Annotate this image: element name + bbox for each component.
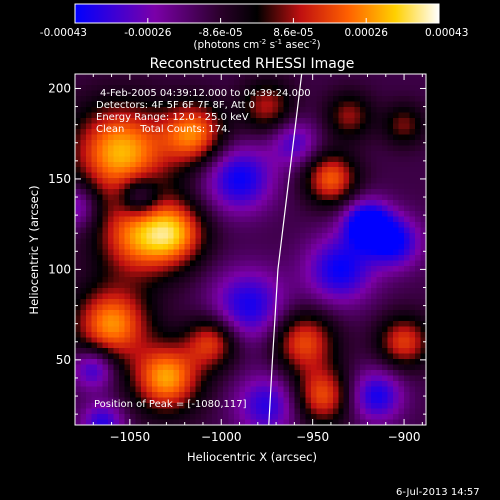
observation-info: 4-Feb-2005 04:39:12.000 to 04:39:24.000 …: [96, 88, 311, 135]
x-axis-label: Heliocentric X (arcsec): [187, 450, 317, 464]
y-tick-label: 150: [48, 172, 71, 186]
colorbar-tick-label: -0.00026: [124, 27, 172, 39]
x-tick-label: −1050: [110, 430, 151, 444]
y-axis-ticks: 50 100 150 200: [48, 81, 426, 415]
heatmap-raster: [75, 74, 426, 425]
colorbar-tick-label: -0.00043: [40, 27, 87, 39]
footer-date: 6-Jul-2013 14:57: [396, 487, 480, 498]
heatmap-image: [75, 74, 426, 425]
colorbar-unit: (photons cm-2 s-1 asec-2): [193, 38, 320, 51]
colorbar: -0.00043 -0.00026 -8.6e-05 8.6e-05 0.00026 0.…: [40, 3, 468, 51]
colorbar-tick-label: -8.6e-05: [199, 27, 243, 39]
colorbar-gradient: [74, 3, 440, 24]
info-energy-range: Energy Range: 12.0 - 25.0 keV: [96, 112, 249, 123]
colorbar-tick-label: 8.6e-05: [273, 27, 313, 39]
chart-title: Reconstructed RHESSI Image: [150, 56, 355, 72]
x-tick-label: −950: [296, 430, 329, 444]
info-time-range: 4-Feb-2005 04:39:12.000 to 04:39:24.000: [100, 88, 311, 99]
info-detectors: Detectors: 4F 5F 6F 7F 8F, Att 0: [96, 100, 255, 111]
colorbar-tick-label: 0.00043: [425, 27, 468, 39]
peak-position-label: Position of Peak = [-1080,117]: [94, 399, 247, 410]
x-tick-label: −900: [388, 430, 421, 444]
y-tick-label: 50: [56, 353, 71, 367]
colorbar-tick-label: 0.00026: [344, 27, 388, 39]
y-axis-label: Heliocentric Y (arcsec): [27, 185, 41, 314]
x-axis-ticks: −1050 −1000 −950 −900: [92, 74, 423, 444]
y-tick-label: 100: [48, 262, 71, 276]
plot-frame: [74, 73, 427, 426]
solar-limb-line: [268, 74, 303, 425]
colorbar-ticks: -0.00043 -0.00026 -8.6e-05 8.6e-05 0.00026 0.…: [40, 18, 468, 39]
y-tick-label: 200: [48, 81, 71, 95]
info-clean-counts: Clean Total Counts: 174.: [96, 124, 231, 135]
x-tick-label: −1000: [201, 430, 242, 444]
